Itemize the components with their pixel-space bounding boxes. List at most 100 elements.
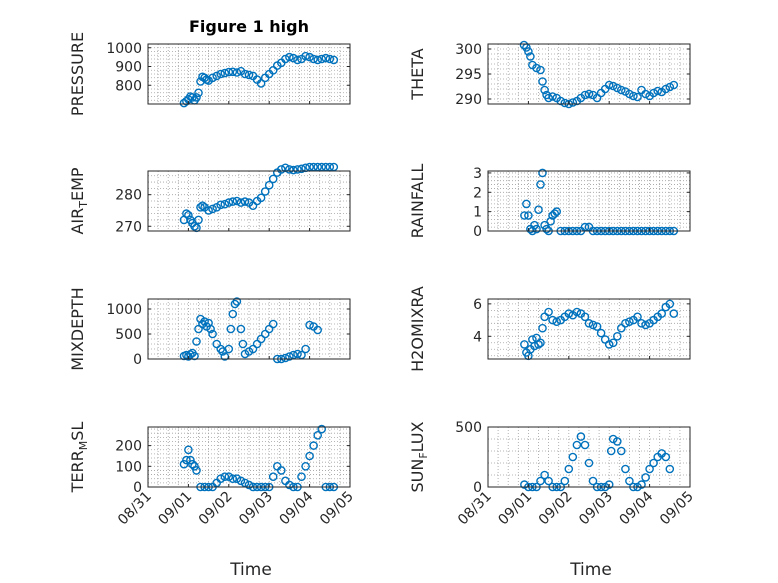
data-point: [301, 461, 310, 471]
y-tick-label: 4: [473, 329, 482, 345]
data-point: [293, 165, 302, 174]
data-point: [260, 187, 270, 196]
data-point: [204, 206, 213, 215]
data-point: [305, 52, 314, 62]
data-point: [256, 193, 266, 203]
y-axis-label: SUNFLUX: [408, 421, 430, 492]
data-point: [224, 198, 234, 207]
y-axis-label: MIXDEPTH: [68, 287, 87, 370]
data-point: [580, 312, 590, 322]
data-point: [248, 344, 258, 354]
y-tick-label: 280: [115, 188, 142, 204]
data-point: [281, 54, 290, 64]
data-point: [224, 472, 234, 482]
data-point: [540, 85, 549, 95]
x-tick-label: 09/05: [317, 489, 357, 529]
data-point: [297, 164, 306, 174]
data-point: [584, 89, 594, 99]
data-point: [297, 472, 306, 482]
data-point: [313, 430, 323, 440]
y-axis-label: THETA: [408, 48, 427, 100]
data-point: [216, 200, 225, 210]
data-point: [524, 211, 533, 220]
data-point: [552, 317, 562, 327]
data-point: [572, 307, 582, 317]
data-point: [240, 69, 250, 79]
y-tick-label: 295: [455, 67, 482, 83]
data-point: [665, 464, 675, 474]
data-point: [637, 318, 646, 328]
data-point: [236, 324, 246, 334]
x-tick-label: 09/02: [196, 489, 236, 529]
data-point: [532, 224, 541, 234]
axes-box: [147, 426, 351, 488]
data-point: [633, 312, 642, 322]
data-point: [641, 89, 650, 99]
data-point: [621, 318, 630, 328]
data-point: [536, 180, 545, 189]
data-point: [661, 452, 671, 462]
data-point: [293, 55, 302, 65]
data-point: [301, 51, 310, 61]
data-point: [285, 165, 294, 174]
subplot-4: 0 1 2 3 RAINFALL: [408, 164, 691, 240]
data-point: [669, 309, 679, 318]
data-point: [522, 199, 531, 209]
data-point: [592, 322, 602, 331]
data-point: [190, 221, 199, 231]
data-point: [236, 476, 246, 486]
data-point: [216, 474, 225, 484]
data-point: [256, 334, 266, 344]
data-point: [588, 320, 598, 330]
data-point: [186, 350, 195, 359]
data-point: [182, 455, 191, 465]
data-point: [309, 441, 318, 450]
y-tick-label: 500: [455, 420, 482, 436]
data-point: [226, 324, 236, 334]
data-point: [665, 299, 675, 309]
data-point: [276, 466, 286, 475]
y-tick-label: 0: [133, 480, 142, 496]
data-point: [238, 339, 248, 349]
y-tick-label: 0: [473, 224, 482, 240]
data-point: [329, 55, 339, 65]
data-point: [649, 458, 658, 468]
data-point: [580, 440, 590, 450]
data-point: [536, 476, 545, 486]
y-axis-label: TERRMSL: [68, 422, 90, 494]
data-point: [208, 329, 217, 339]
data-point: [317, 424, 327, 434]
data-point: [186, 455, 195, 465]
data-point: [526, 52, 535, 61]
data-point: [669, 80, 679, 90]
subplot-1: 800 900 1000 PRESSURE Figure 1 high: [68, 17, 351, 116]
data-point: [617, 323, 626, 333]
y-axis-label: H2OMIXRA: [408, 286, 427, 372]
subplot-3: 270 280 AIRTEMP: [68, 162, 351, 235]
y-tick-label: 0: [133, 352, 142, 368]
data-point: [268, 319, 278, 329]
data-point: [192, 337, 201, 346]
data-point: [544, 93, 553, 103]
x-tick-label: 09/01: [155, 489, 195, 529]
data-point: [313, 55, 323, 65]
data-point: [617, 446, 626, 456]
data-point: [244, 70, 254, 80]
data-point: [232, 196, 242, 206]
data-point: [596, 328, 606, 338]
data-point: [194, 215, 203, 225]
data-point: [524, 47, 533, 56]
data-point: [520, 211, 529, 220]
data-point: [232, 297, 242, 306]
data-point: [625, 317, 634, 327]
data-point: [325, 54, 335, 64]
data-point: [657, 309, 667, 318]
data-point: [313, 325, 323, 335]
x-tick-label: 09/04: [617, 488, 657, 528]
data-point: [192, 466, 201, 475]
data-point: [548, 92, 557, 101]
data-point: [532, 63, 541, 73]
data-point: [617, 85, 626, 95]
data-point: [564, 464, 574, 474]
